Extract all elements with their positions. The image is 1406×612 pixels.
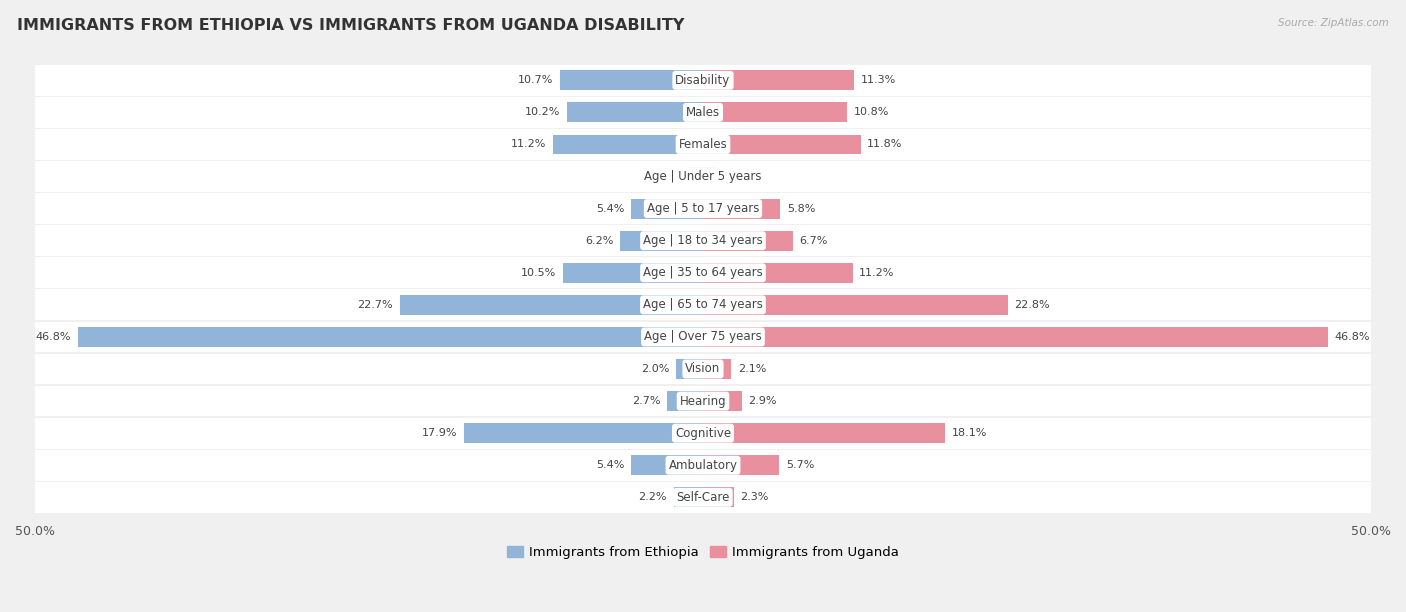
Text: Vision: Vision bbox=[685, 362, 721, 376]
Bar bbox=[35, 193, 1371, 224]
Text: 10.7%: 10.7% bbox=[517, 75, 554, 85]
Bar bbox=[35, 97, 1371, 128]
Text: 2.2%: 2.2% bbox=[638, 492, 666, 502]
Text: 1.1%: 1.1% bbox=[724, 171, 752, 182]
Text: 2.9%: 2.9% bbox=[748, 396, 778, 406]
Text: 18.1%: 18.1% bbox=[952, 428, 987, 438]
Bar bbox=[689, 166, 703, 187]
Bar bbox=[35, 482, 1371, 513]
Bar bbox=[35, 450, 1371, 480]
Text: 2.7%: 2.7% bbox=[631, 396, 661, 406]
Bar bbox=[35, 225, 1371, 256]
Bar bbox=[703, 359, 731, 379]
Bar bbox=[35, 289, 1371, 320]
Bar bbox=[703, 263, 852, 283]
Text: Disability: Disability bbox=[675, 74, 731, 87]
Bar bbox=[77, 327, 703, 347]
Bar bbox=[35, 258, 1371, 288]
Bar bbox=[35, 386, 1371, 416]
Text: 11.2%: 11.2% bbox=[859, 268, 894, 278]
Text: Cognitive: Cognitive bbox=[675, 427, 731, 439]
Text: 46.8%: 46.8% bbox=[35, 332, 72, 342]
Text: Age | Over 75 years: Age | Over 75 years bbox=[644, 330, 762, 343]
Bar bbox=[703, 391, 742, 411]
Bar bbox=[399, 295, 703, 315]
Text: Hearing: Hearing bbox=[679, 395, 727, 408]
Bar bbox=[703, 424, 945, 443]
Text: Age | Under 5 years: Age | Under 5 years bbox=[644, 170, 762, 183]
Bar bbox=[464, 424, 703, 443]
Text: Ambulatory: Ambulatory bbox=[668, 459, 738, 472]
Text: 6.2%: 6.2% bbox=[585, 236, 613, 245]
Text: Age | 18 to 34 years: Age | 18 to 34 years bbox=[643, 234, 763, 247]
Text: 10.8%: 10.8% bbox=[853, 107, 890, 118]
Bar bbox=[631, 199, 703, 218]
Bar bbox=[703, 135, 860, 154]
Legend: Immigrants from Ethiopia, Immigrants from Uganda: Immigrants from Ethiopia, Immigrants fro… bbox=[508, 547, 898, 559]
Bar bbox=[703, 70, 853, 90]
Text: 17.9%: 17.9% bbox=[422, 428, 457, 438]
Bar bbox=[35, 321, 1371, 353]
Text: 11.2%: 11.2% bbox=[512, 140, 547, 149]
Bar bbox=[703, 295, 1008, 315]
Text: 11.8%: 11.8% bbox=[868, 140, 903, 149]
Text: 5.4%: 5.4% bbox=[596, 460, 624, 470]
Text: Age | 65 to 74 years: Age | 65 to 74 years bbox=[643, 298, 763, 312]
Text: 5.4%: 5.4% bbox=[596, 204, 624, 214]
Text: 2.3%: 2.3% bbox=[741, 492, 769, 502]
Text: 5.8%: 5.8% bbox=[787, 204, 815, 214]
Bar bbox=[703, 166, 717, 187]
Text: Age | 5 to 17 years: Age | 5 to 17 years bbox=[647, 202, 759, 215]
Bar bbox=[631, 455, 703, 475]
Text: 2.1%: 2.1% bbox=[738, 364, 766, 374]
Bar bbox=[560, 70, 703, 90]
Bar bbox=[666, 391, 703, 411]
Bar bbox=[703, 487, 734, 507]
Text: 2.0%: 2.0% bbox=[641, 364, 669, 374]
Bar bbox=[554, 135, 703, 154]
Bar bbox=[620, 231, 703, 251]
Text: 11.3%: 11.3% bbox=[860, 75, 896, 85]
Bar bbox=[703, 455, 779, 475]
Bar bbox=[35, 65, 1371, 95]
Text: Source: ZipAtlas.com: Source: ZipAtlas.com bbox=[1278, 18, 1389, 28]
Bar bbox=[703, 327, 1329, 347]
Text: 22.7%: 22.7% bbox=[357, 300, 394, 310]
Text: IMMIGRANTS FROM ETHIOPIA VS IMMIGRANTS FROM UGANDA DISABILITY: IMMIGRANTS FROM ETHIOPIA VS IMMIGRANTS F… bbox=[17, 18, 685, 34]
Bar bbox=[703, 102, 848, 122]
Bar bbox=[35, 129, 1371, 160]
Bar bbox=[562, 263, 703, 283]
Text: 10.5%: 10.5% bbox=[520, 268, 555, 278]
Bar bbox=[35, 161, 1371, 192]
Bar bbox=[676, 359, 703, 379]
Bar bbox=[673, 487, 703, 507]
Text: 5.7%: 5.7% bbox=[786, 460, 814, 470]
Text: Age | 35 to 64 years: Age | 35 to 64 years bbox=[643, 266, 763, 279]
Text: Males: Males bbox=[686, 106, 720, 119]
Text: 1.1%: 1.1% bbox=[654, 171, 682, 182]
Text: Self-Care: Self-Care bbox=[676, 491, 730, 504]
Bar bbox=[567, 102, 703, 122]
Text: 10.2%: 10.2% bbox=[524, 107, 560, 118]
Bar bbox=[35, 354, 1371, 384]
Text: Females: Females bbox=[679, 138, 727, 151]
Text: 22.8%: 22.8% bbox=[1014, 300, 1050, 310]
Text: 46.8%: 46.8% bbox=[1334, 332, 1371, 342]
Bar bbox=[703, 199, 780, 218]
Bar bbox=[35, 418, 1371, 449]
Bar bbox=[703, 231, 793, 251]
Text: 6.7%: 6.7% bbox=[799, 236, 828, 245]
